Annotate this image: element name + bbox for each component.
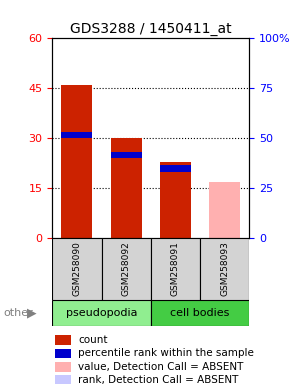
Text: other: other <box>3 308 33 318</box>
Bar <box>160 165 191 172</box>
Text: count: count <box>78 335 108 345</box>
Bar <box>55 349 71 358</box>
Text: GSM258092: GSM258092 <box>122 242 131 296</box>
Text: cell bodies: cell bodies <box>171 308 230 318</box>
FancyBboxPatch shape <box>52 238 102 300</box>
Bar <box>110 152 142 158</box>
FancyBboxPatch shape <box>52 300 151 326</box>
Text: percentile rank within the sample: percentile rank within the sample <box>78 348 254 358</box>
Text: rank, Detection Call = ABSENT: rank, Detection Call = ABSENT <box>78 375 239 384</box>
Title: GDS3288 / 1450411_at: GDS3288 / 1450411_at <box>70 22 232 36</box>
Text: ▶: ▶ <box>27 306 37 319</box>
FancyBboxPatch shape <box>200 238 249 300</box>
Text: GSM258090: GSM258090 <box>72 242 81 296</box>
FancyBboxPatch shape <box>151 238 200 300</box>
Bar <box>55 362 71 372</box>
Text: GSM258091: GSM258091 <box>171 242 180 296</box>
Bar <box>160 162 191 238</box>
Bar <box>55 376 71 384</box>
Bar <box>61 132 93 138</box>
Bar <box>209 182 240 238</box>
Text: GSM258093: GSM258093 <box>220 242 229 296</box>
FancyBboxPatch shape <box>102 238 151 300</box>
FancyBboxPatch shape <box>151 300 249 326</box>
Bar <box>110 138 142 238</box>
Text: pseudopodia: pseudopodia <box>66 308 137 318</box>
Bar <box>55 335 71 345</box>
Text: value, Detection Call = ABSENT: value, Detection Call = ABSENT <box>78 362 244 372</box>
Bar <box>61 85 93 238</box>
